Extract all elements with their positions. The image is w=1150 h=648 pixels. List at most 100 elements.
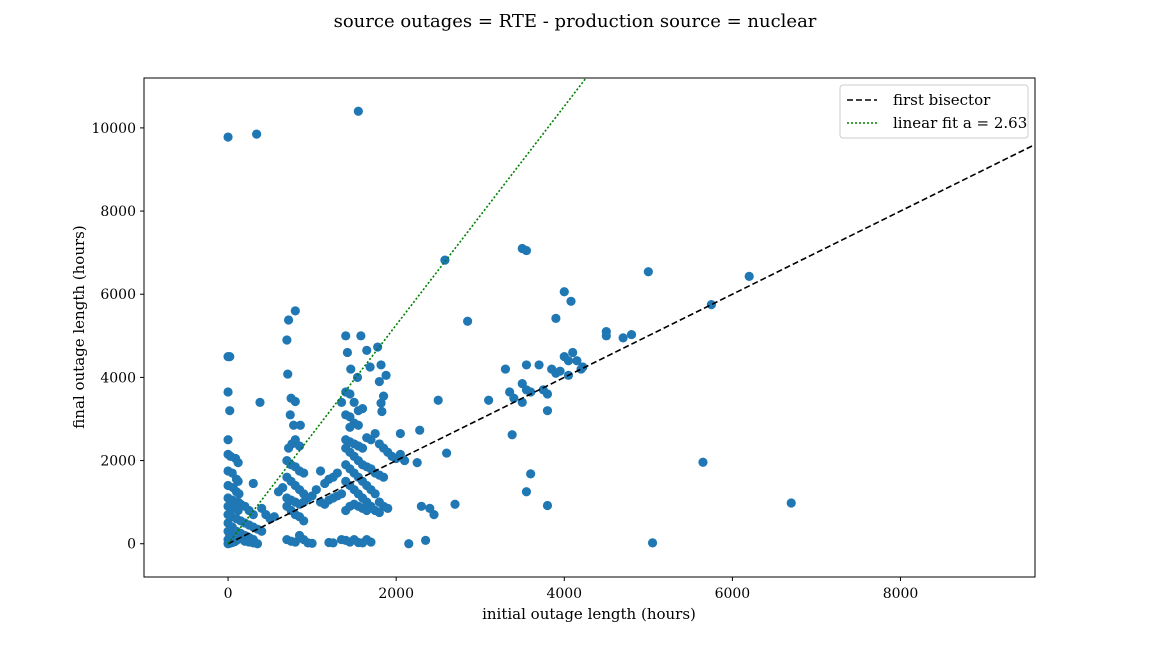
data-point: [509, 393, 519, 403]
data-point: [370, 489, 380, 499]
data-point: [225, 406, 235, 416]
data-point: [404, 539, 414, 549]
data-point: [381, 370, 391, 380]
data-point: [542, 500, 553, 511]
data-point: [706, 300, 716, 310]
data-point: [278, 482, 288, 493]
data-point: [542, 389, 553, 399]
data-point: [626, 329, 637, 340]
y-tick-label: 4000: [100, 370, 136, 386]
data-point: [283, 315, 294, 325]
legend-label-linear-fit: linear fit a = 2.63: [893, 114, 1027, 132]
data-point: [299, 468, 309, 478]
data-point: [252, 129, 262, 139]
data-point: [442, 448, 452, 458]
x-axis-ticks: 0 2000 4000 6000 8000: [224, 577, 919, 602]
data-point: [315, 466, 326, 476]
data-point: [295, 420, 305, 430]
data-point: [341, 331, 351, 341]
data-point: [233, 505, 243, 516]
y-tick-label: 0: [127, 537, 136, 553]
data-point: [484, 395, 494, 405]
x-tick-label: 0: [224, 586, 233, 602]
reference-lines: [227, 78, 1035, 545]
data-point: [463, 316, 473, 326]
data-point: [415, 425, 425, 435]
data-point: [307, 538, 317, 548]
data-point: [234, 489, 244, 499]
data-point: [521, 245, 532, 256]
data-point: [282, 335, 292, 345]
x-tick-label: 2000: [378, 586, 414, 602]
data-point: [566, 296, 576, 306]
data-point: [353, 420, 363, 430]
x-tick-label: 8000: [883, 586, 919, 602]
legend-box: [839, 84, 1029, 139]
data-point: [521, 487, 532, 497]
data-point: [285, 410, 295, 420]
data-point: [290, 306, 300, 316]
data-point: [376, 398, 386, 408]
data-point: [542, 406, 553, 416]
data-point: [526, 387, 536, 397]
data-point: [450, 499, 460, 509]
legend-label-first-bisector: first bisector: [893, 91, 991, 109]
data-point: [526, 469, 536, 479]
data-point: [374, 376, 384, 387]
data-point: [290, 396, 300, 407]
x-axis-label: initial outage length (hours): [482, 605, 696, 623]
data-point: [647, 538, 658, 548]
data-point: [362, 505, 372, 516]
data-point: [698, 457, 708, 467]
data-point: [500, 364, 511, 374]
first-bisector-line: [227, 143, 1035, 545]
data-point: [370, 428, 380, 439]
data-point: [551, 313, 561, 323]
legend: first bisector linear fit a = 2.63: [839, 84, 1029, 139]
data-point: [223, 132, 233, 142]
data-point: [786, 498, 796, 508]
x-tick-label: 4000: [546, 586, 582, 602]
data-point: [255, 397, 265, 407]
data-point: [311, 485, 321, 495]
data-point: [290, 537, 300, 547]
data-point: [416, 501, 426, 511]
data-point: [420, 535, 431, 546]
data-point: [507, 430, 517, 440]
data-point: [521, 360, 532, 370]
data-point: [345, 422, 355, 432]
data-point: [233, 458, 243, 468]
y-axis-label: final outage length (hours): [70, 225, 88, 428]
data-point: [257, 526, 267, 536]
data-point: [223, 435, 233, 445]
data-point: [433, 395, 443, 405]
data-point: [248, 510, 258, 520]
data-point: [643, 267, 653, 277]
data-point: [373, 342, 383, 352]
linear-fit-line: [227, 78, 588, 545]
data-point: [374, 507, 384, 518]
data-point: [365, 362, 375, 372]
data-point: [383, 503, 393, 513]
data-point: [345, 389, 355, 399]
data-point: [328, 538, 338, 548]
data-point: [578, 362, 588, 372]
data-point: [376, 360, 386, 370]
data-point: [346, 364, 356, 374]
data-point: [618, 333, 628, 343]
data-point: [555, 366, 565, 376]
data-point: [332, 468, 342, 478]
y-tick-label: 6000: [100, 287, 136, 303]
data-point: [352, 372, 363, 382]
data-point: [223, 387, 233, 397]
data-point: [233, 476, 243, 486]
data-point: [395, 428, 405, 439]
y-axis-ticks: 0 2000 4000 6000 8000 10000: [91, 121, 144, 553]
data-point: [563, 356, 574, 366]
data-point: [283, 369, 293, 379]
data-point: [568, 347, 578, 358]
data-point: [377, 406, 387, 417]
data-point: [357, 443, 368, 453]
data-point: [534, 360, 544, 370]
